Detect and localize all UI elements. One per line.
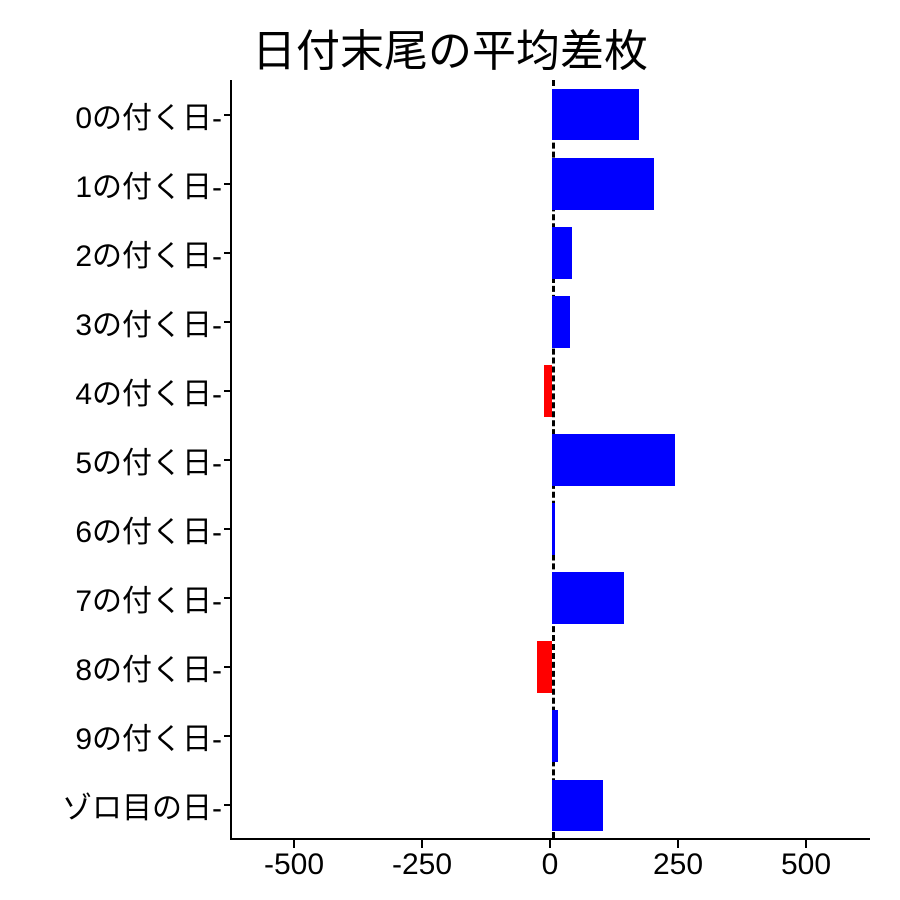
bar bbox=[552, 227, 572, 279]
bar bbox=[552, 572, 624, 624]
y-axis-tick-label: 3の付く日- bbox=[75, 300, 222, 344]
bar bbox=[552, 158, 654, 210]
bar bbox=[552, 710, 558, 762]
x-axis-tick-label: -250 bbox=[392, 848, 452, 882]
y-axis-tick-label: 5の付く日- bbox=[75, 438, 222, 482]
y-axis-tick-label: 7の付く日- bbox=[75, 576, 222, 620]
x-axis-tick-label: -500 bbox=[264, 848, 324, 882]
y-axis-tick-label: ゾロ目の日- bbox=[62, 783, 222, 827]
x-axis-tick-label: 0 bbox=[542, 848, 559, 882]
x-axis-tick-label: 250 bbox=[653, 848, 703, 882]
y-axis-labels: 0の付く日- 1の付く日- 2の付く日- 3の付く日- 4の付く日- 5の付く日- 6の付く… bbox=[0, 80, 230, 840]
x-axis-labels: -500 -250 0 250 500 bbox=[230, 840, 870, 890]
y-axis-tick-label: 1の付く日- bbox=[75, 162, 222, 206]
chart-title: 日付末尾の平均差枚 bbox=[0, 15, 900, 79]
chart-container: 日付末尾の平均差枚 0の付く日- 1の付く日- 2の付く日- 3の付く日- 4の付く日-… bbox=[0, 0, 900, 900]
y-axis-tick-label: 8の付く日- bbox=[75, 645, 222, 689]
bar bbox=[537, 641, 552, 693]
x-axis-tick bbox=[549, 840, 551, 848]
y-axis-tick-label: 4の付く日- bbox=[75, 369, 222, 413]
y-axis-tick-label: 0の付く日- bbox=[75, 93, 222, 137]
x-axis-tick bbox=[293, 840, 295, 848]
plot-area bbox=[230, 80, 870, 840]
y-axis-tick-label: 9の付く日- bbox=[75, 714, 222, 758]
x-axis-tick-label: 500 bbox=[781, 848, 831, 882]
y-axis-tick-label: 6の付く日- bbox=[75, 507, 222, 551]
bar bbox=[544, 365, 552, 417]
bar bbox=[552, 780, 603, 832]
x-axis-tick bbox=[805, 840, 807, 848]
bar bbox=[552, 89, 639, 141]
bar bbox=[552, 296, 570, 348]
bar bbox=[552, 434, 675, 486]
x-axis-tick bbox=[421, 840, 423, 848]
x-axis-tick bbox=[677, 840, 679, 848]
bar bbox=[552, 503, 555, 555]
y-axis-tick-label: 2の付く日- bbox=[75, 231, 222, 275]
